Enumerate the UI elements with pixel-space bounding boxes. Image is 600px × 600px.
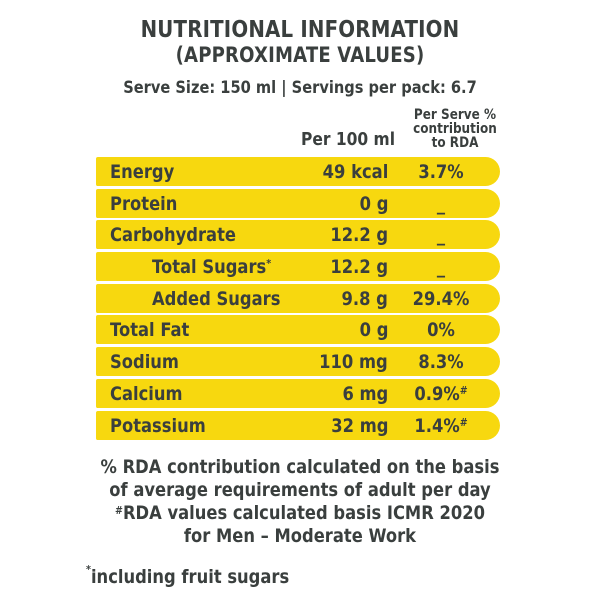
table-row-sodium: Sodium 110 mg 8.3% [96, 347, 500, 377]
footnote: *including fruit sugars [86, 563, 290, 588]
row-rda: _ [436, 256, 446, 279]
row-name: Total Sugars* [152, 256, 272, 279]
row-name: Sodium [110, 351, 179, 374]
row-rda: 29.4% [412, 287, 470, 310]
table-row-calcium: Calcium 6 mg 0.9%# [96, 378, 500, 408]
row-name: Carbohydrate [110, 224, 236, 247]
rda-note-line3: #RDA values calculated basis ICMR 2020 [115, 502, 485, 524]
hash-mark: # [115, 504, 123, 517]
table-row-potassium: Potassium 32 mg 1.4%# [96, 410, 500, 440]
column-header-rda-line2: contribution [413, 121, 497, 137]
column-header-rda-line1: Per Serve % [413, 107, 497, 123]
row-rda: 3.7% [418, 161, 464, 183]
table-row-added-sugars: Added Sugars 9.8 g 29.4% [96, 283, 500, 313]
row-per100: 32 mg [330, 414, 388, 437]
row-rda: _ [436, 192, 446, 215]
rda-note-line2: of average requirements of adult per day [109, 479, 491, 501]
row-per100: 49 kcal [322, 161, 388, 183]
row-name: Potassium [110, 414, 206, 437]
rda-note-line1: % RDA contribution calculated on the bas… [100, 456, 500, 478]
row-per100: 0 g [359, 192, 388, 215]
row-rda: _ [436, 224, 446, 247]
row-per100: 12.2 g [330, 224, 388, 247]
asterisk-mark: * [86, 563, 91, 576]
nutrition-table: Energy 49 kcal 3.7% Protein 0 g _ Carboh… [96, 157, 500, 442]
row-per100: 0 g [359, 319, 388, 342]
column-header-rda-line3: to RDA [431, 135, 479, 151]
row-rda: 0.9%# [414, 382, 468, 405]
row-name: Total Fat [110, 319, 190, 342]
row-rda: 0% [427, 319, 455, 342]
table-row-protein: Protein 0 g _ [96, 188, 500, 218]
row-rda: 8.3% [418, 351, 464, 374]
row-rda: 1.4%# [414, 414, 468, 437]
table-row-energy: Energy 49 kcal 3.7% [96, 157, 500, 186]
serve-size-text: Serve Size: 150 ml | Servings per pack: … [123, 78, 477, 98]
panel-title: NUTRITIONAL INFORMATION [140, 17, 460, 43]
asterisk-mark: * [266, 257, 272, 271]
row-per100: 6 mg [342, 382, 388, 405]
row-per100: 12.2 g [330, 256, 388, 279]
column-header-per-100ml: Per 100 ml [300, 129, 395, 150]
row-per100: 110 mg [319, 351, 388, 374]
column-header-rda: Per Serve % contribution to RDA [412, 108, 498, 150]
row-name: Energy [110, 161, 175, 183]
hash-mark: # [459, 383, 468, 397]
row-name: Added Sugars [152, 287, 281, 310]
hash-mark: # [459, 415, 468, 429]
table-row-total-sugars: Total Sugars* 12.2 g _ [96, 252, 500, 282]
table-row-total-fat: Total Fat 0 g 0% [96, 315, 500, 345]
table-row-carbohydrate: Carbohydrate 12.2 g _ [96, 220, 500, 250]
row-name: Calcium [110, 382, 183, 405]
panel-subtitle: (APPROXIMATE VALUES) [175, 43, 425, 67]
row-name: Protein [110, 192, 178, 215]
row-per100: 9.8 g [341, 287, 388, 310]
rda-note-line4: for Men – Moderate Work [183, 525, 417, 547]
